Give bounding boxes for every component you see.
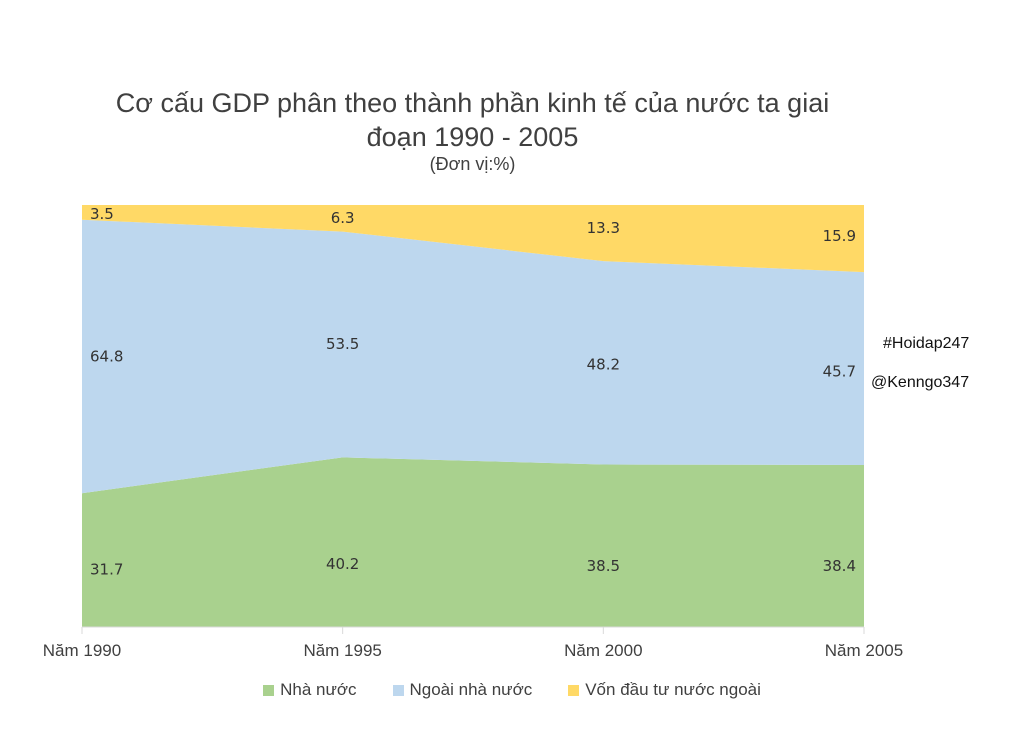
- data-label: 48.2: [587, 355, 620, 373]
- data-label: 15.9: [823, 227, 856, 245]
- data-label: 6.3: [331, 209, 355, 227]
- area-series-0: [82, 457, 864, 627]
- legend-swatch-icon: [568, 684, 580, 696]
- data-label: 13.3: [587, 219, 620, 237]
- area-series-2: [82, 205, 864, 273]
- data-label: 45.7: [823, 363, 856, 381]
- legend-item-von-dau-tu-nuoc-ngoai: Vốn đầu tư nước ngoài: [568, 680, 761, 700]
- legend-label: Vốn đầu tư nước ngoài: [585, 680, 761, 699]
- area-series-1: [82, 219, 864, 494]
- x-tick-label: Năm 1995: [303, 641, 381, 660]
- legend: Nhà nước Ngoài nhà nước Vốn đầu tư nước …: [0, 680, 1024, 700]
- data-label: 64.8: [90, 347, 123, 365]
- data-label: 40.2: [326, 555, 359, 573]
- chart-subtitle: (Đơn vị:%): [429, 154, 516, 174]
- chart-title: Cơ cấu GDP phân theo thành phần kinh tế …: [115, 88, 830, 152]
- legend-label: Ngoài nhà nước: [409, 680, 533, 699]
- legend-label: Nhà nước: [280, 680, 357, 699]
- data-label: 53.5: [326, 335, 359, 353]
- legend-swatch-icon: [263, 684, 275, 696]
- x-tick-label: Năm 2005: [825, 641, 903, 660]
- annotation-handle: @Kenngo347: [871, 374, 970, 391]
- x-tick-label: Năm 1990: [43, 641, 121, 660]
- annotation-hashtag: #Hoidap247: [883, 335, 970, 352]
- legend-item-ngoai-nha-nuoc: Ngoài nhà nước: [392, 680, 533, 700]
- data-label: 3.5: [90, 205, 114, 223]
- data-label: 38.4: [823, 557, 856, 575]
- data-label: 38.5: [587, 557, 620, 575]
- legend-swatch-icon: [392, 684, 404, 696]
- legend-item-nha-nuoc: Nhà nước: [263, 680, 357, 700]
- data-label: 31.7: [90, 561, 123, 579]
- x-tick-label: Năm 2000: [564, 641, 642, 660]
